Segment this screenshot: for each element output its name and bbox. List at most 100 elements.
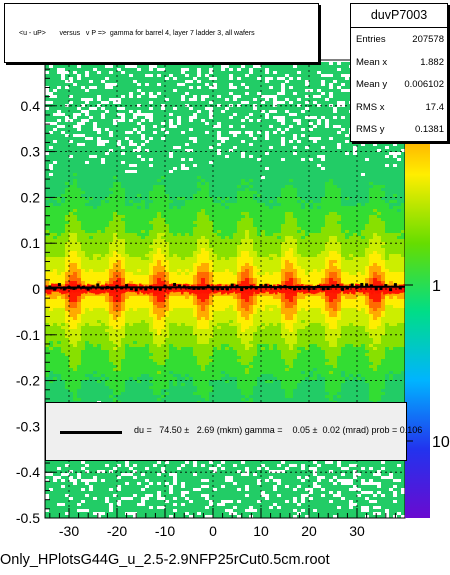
- heatmap-cell: [357, 209, 361, 212]
- heatmap-cell: [277, 209, 281, 212]
- heatmap-cell: [217, 206, 221, 209]
- heatmap-cell: [101, 125, 105, 128]
- heatmap-cell: [169, 149, 173, 152]
- heatmap-cell: [85, 191, 89, 194]
- heatmap-cell: [61, 104, 65, 107]
- heatmap-cell: [381, 215, 385, 218]
- heatmap-cell: [129, 155, 133, 158]
- heatmap-cell: [173, 74, 177, 77]
- heatmap-cell: [121, 248, 125, 251]
- heatmap-cell: [293, 62, 297, 65]
- heatmap-cell: [381, 185, 385, 188]
- heatmap-cell: [129, 167, 133, 170]
- heatmap-cell: [257, 152, 261, 155]
- heatmap-cell: [313, 221, 317, 224]
- heatmap-cell: [305, 227, 309, 230]
- heatmap-cell: [185, 137, 189, 140]
- heatmap-cell: [105, 98, 109, 101]
- heatmap-cell: [233, 77, 237, 80]
- heatmap-cell: [341, 239, 345, 242]
- heatmap-cell: [45, 110, 49, 113]
- heatmap-cell: [353, 215, 357, 218]
- heatmap-cell: [401, 203, 405, 206]
- heatmap-cell: [193, 74, 197, 77]
- heatmap-cell: [221, 149, 225, 152]
- heatmap-cell: [137, 137, 141, 140]
- heatmap-cell: [121, 221, 125, 224]
- heatmap-cell: [93, 245, 97, 248]
- heatmap-cell: [381, 197, 385, 200]
- heatmap-cell: [317, 173, 321, 176]
- heatmap-cell: [237, 110, 241, 113]
- heatmap-cell: [45, 212, 49, 215]
- heatmap-cell: [213, 188, 217, 191]
- heatmap-cell: [213, 110, 217, 113]
- heatmap-cell: [149, 131, 153, 134]
- heatmap-cell: [133, 146, 137, 149]
- heatmap-cell: [85, 155, 89, 158]
- heatmap-cell: [221, 143, 225, 146]
- heatmap-cell: [189, 83, 193, 86]
- heatmap-cell: [133, 119, 137, 122]
- heatmap-cell: [205, 239, 209, 242]
- heatmap-cell: [285, 122, 289, 125]
- heatmap-cell: [93, 230, 97, 233]
- heatmap-cell: [57, 134, 61, 137]
- heatmap-cell: [265, 128, 269, 131]
- heatmap-cell: [197, 65, 201, 68]
- heatmap-cell: [45, 185, 49, 188]
- heatmap-cell: [365, 215, 369, 218]
- heatmap-cell: [273, 203, 277, 206]
- heatmap-cell: [77, 209, 81, 212]
- heatmap-cell: [225, 95, 229, 98]
- heatmap-cell: [65, 92, 69, 95]
- heatmap-cell: [261, 131, 265, 134]
- heatmap-cell: [345, 110, 349, 113]
- heatmap-cell: [329, 149, 333, 152]
- heatmap-cell: [281, 155, 285, 158]
- heatmap-cell: [153, 215, 157, 218]
- heatmap-cell: [101, 137, 105, 140]
- heatmap-cell: [193, 179, 197, 182]
- heatmap-cell: [321, 239, 325, 242]
- heatmap-cell: [273, 125, 277, 128]
- heatmap-cell: [49, 200, 53, 203]
- heatmap-cell: [221, 194, 225, 197]
- heatmap-cell: [221, 107, 225, 110]
- heatmap-cell: [321, 113, 325, 116]
- heatmap-cell: [337, 137, 341, 140]
- heatmap-cell: [53, 68, 57, 71]
- heatmap-cell: [225, 173, 229, 176]
- heatmap-cell: [249, 248, 253, 251]
- heatmap-cell: [125, 206, 129, 209]
- heatmap-cell: [205, 62, 209, 65]
- heatmap-cell: [161, 176, 165, 179]
- heatmap-cell: [245, 248, 249, 251]
- heatmap-cell: [157, 197, 161, 200]
- heatmap-cell: [189, 209, 193, 212]
- heatmap-cell: [113, 203, 117, 206]
- heatmap-cell: [97, 200, 101, 203]
- heatmap-cell: [177, 221, 181, 224]
- heatmap-cell: [153, 101, 157, 104]
- heatmap-cell: [101, 83, 105, 86]
- heatmap-cell: [113, 149, 117, 152]
- heatmap-cell: [137, 224, 141, 227]
- heatmap-cell: [193, 182, 197, 185]
- heatmap-cell: [253, 143, 257, 146]
- heatmap-cell: [245, 224, 249, 227]
- heatmap-cell: [389, 200, 393, 203]
- heatmap-cell: [141, 176, 145, 179]
- heatmap-cell: [85, 188, 89, 191]
- heatmap-cell: [329, 71, 333, 74]
- heatmap-cell: [117, 125, 121, 128]
- heatmap-cell: [389, 146, 393, 149]
- heatmap-cell: [177, 245, 181, 248]
- heatmap-cell: [289, 134, 293, 137]
- heatmap-cell: [309, 68, 313, 71]
- heatmap-cell: [57, 155, 61, 158]
- heatmap-cell: [177, 77, 181, 80]
- heatmap-cell: [189, 95, 193, 98]
- heatmap-cell: [161, 185, 165, 188]
- heatmap-cell: [201, 194, 205, 197]
